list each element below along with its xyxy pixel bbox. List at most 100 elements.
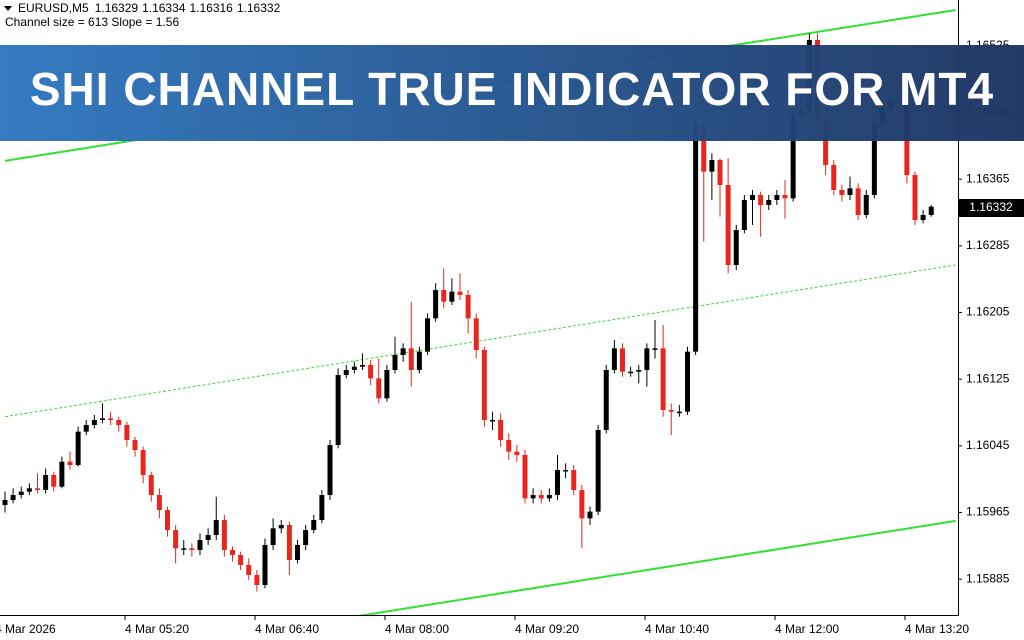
candle-body [498,420,504,440]
candle-body [408,348,414,370]
candle-body [416,351,422,370]
candle-body [782,195,788,199]
candle-body [10,495,16,500]
x-tick-label: 4 Mar 05:20 [125,622,189,636]
candle-body [928,206,934,215]
candle-body [481,350,487,420]
y-tick-label: 1.16205 [966,305,1010,319]
candle-body [457,291,463,295]
candle-body [221,520,227,550]
candle-body [351,366,357,370]
candle-body [863,195,869,215]
candle-body [652,348,658,350]
candle-body [693,125,699,352]
candle-body [506,440,512,452]
candle-body [620,348,625,372]
candle-body [100,418,105,420]
candle-body [18,491,24,495]
candle-body [254,575,260,585]
candle-body [839,190,845,195]
candle-body [668,410,674,412]
channel-line [358,519,956,615]
candle-body [400,348,406,355]
x-tick-label: 4 Mar 2026 [0,622,56,636]
candle-body [871,125,877,195]
candle-body [230,550,235,555]
candle-body [238,555,244,565]
candle-body [571,470,577,490]
candle-body [555,470,560,495]
candle-body [733,230,739,265]
candle-body [522,455,528,499]
candle-body [189,548,195,550]
candle-body [644,348,650,370]
x-tick-label: 4 Mar 08:00 [385,622,449,636]
candle-body [530,495,536,499]
x-tick-label: 4 Mar 06:40 [255,622,319,636]
ohlc: 1.16329 [95,1,139,15]
candle-body [303,530,309,545]
candle-body [636,370,642,372]
candle-body [701,125,707,172]
candle-body [148,475,154,495]
candle-body [441,290,447,302]
candle-body [392,355,398,370]
candle-body [197,540,203,550]
y-tick-label: 1.16125 [966,371,1010,385]
candle-body [246,565,252,575]
candle-body [685,351,690,412]
candle-body [790,115,796,199]
price-label: 1.16332 [969,200,1013,214]
candle-body [91,420,97,425]
candle-body [855,188,861,215]
candle-body [546,495,552,499]
y-tick-label: 1.16045 [966,438,1010,452]
y-tick-label: 1.16365 [966,171,1010,185]
candle-body [514,451,520,455]
y-tick-label: 1.15965 [966,505,1010,519]
header: EURUSD,M5 1.16329 1.16334 1.16316 1.16332 [18,1,281,15]
candle-body [26,488,32,492]
candle-body [262,545,268,585]
symbol: EURUSD,M5 [18,1,89,15]
candle-body [59,461,65,487]
candle-body [465,295,471,319]
price-box [958,199,1024,217]
candle-body [213,520,219,535]
ohlc: 1.16334 [142,1,186,15]
candle-body [311,520,317,530]
candle-body [173,530,179,549]
candle-body [831,165,837,190]
candle-body [43,475,49,490]
candle-body [286,525,292,560]
candle-body [181,548,187,550]
candle-body [603,370,609,430]
candle-body [449,291,455,302]
candle-body [490,420,495,422]
candle-body [847,188,853,195]
candle-body [327,445,333,495]
candle-body [676,411,682,414]
candle-body [660,348,666,410]
banner [0,45,1024,141]
candle-body [473,318,479,350]
candle-body [360,365,365,367]
candle-body [709,160,715,172]
candle-body [368,365,374,379]
candle-body [628,371,634,374]
candle-body [538,495,544,499]
candle-body [295,545,300,560]
candle-body [587,511,593,519]
ohlc: 1.16332 [237,1,281,15]
candle-body [35,488,40,490]
candle-body [108,418,114,420]
candle-body [425,318,430,352]
candle-body [912,175,918,220]
candle-body [75,431,81,465]
candle-body [384,370,390,399]
banner-title: SHI CHANNEL TRUE INDICATOR FOR MT4 [30,63,994,115]
candle-body [376,378,382,399]
candle-body [278,525,284,529]
candle-body [2,500,8,505]
y-tick-label: 1.16285 [966,238,1010,252]
